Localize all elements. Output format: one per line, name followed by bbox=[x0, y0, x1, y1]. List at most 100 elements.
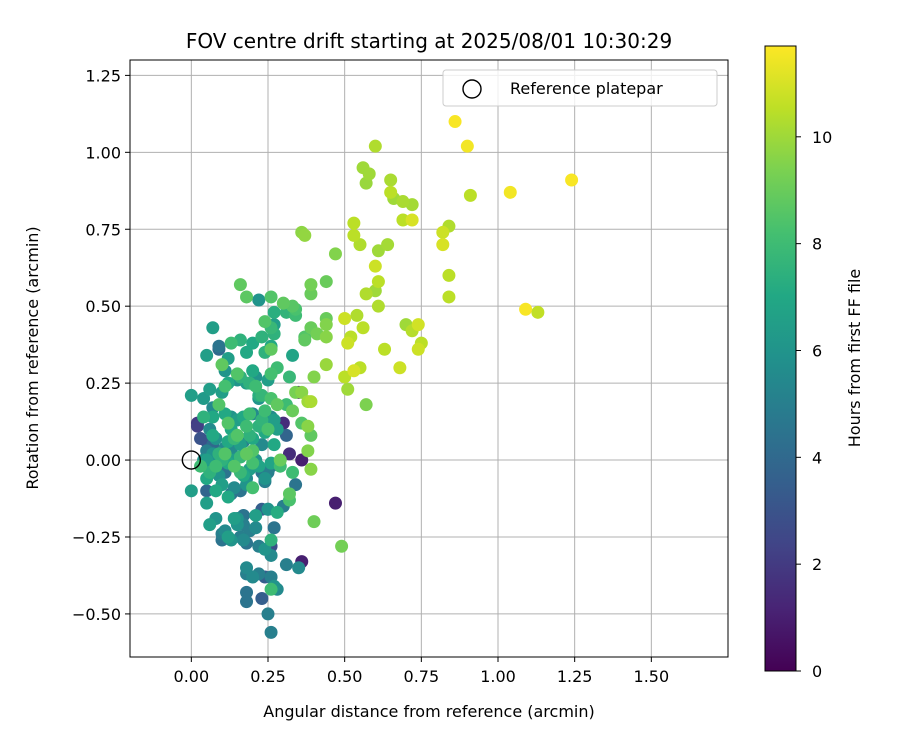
data-point bbox=[227, 512, 241, 526]
data-point bbox=[206, 428, 220, 442]
data-point bbox=[240, 561, 254, 575]
data-point bbox=[295, 385, 309, 399]
y-tick-label: 0.00 bbox=[85, 451, 121, 470]
reference-marker-group bbox=[181, 450, 202, 470]
data-point bbox=[304, 287, 318, 301]
data-point bbox=[258, 404, 272, 418]
data-point bbox=[203, 382, 217, 396]
x-tick-label: 0.75 bbox=[404, 667, 440, 686]
data-point bbox=[206, 410, 220, 424]
data-point bbox=[221, 490, 235, 504]
y-tick-label: 0.50 bbox=[85, 297, 121, 316]
data-point bbox=[184, 484, 198, 498]
data-point bbox=[304, 278, 318, 292]
x-axis-label: Angular distance from reference (arcmin) bbox=[263, 702, 594, 721]
data-point bbox=[264, 290, 278, 304]
data-point bbox=[212, 339, 226, 353]
data-point bbox=[249, 379, 263, 393]
data-point bbox=[371, 244, 385, 258]
data-point bbox=[347, 216, 361, 230]
data-point bbox=[436, 238, 450, 252]
y-tick-label: 0.25 bbox=[85, 374, 121, 393]
data-point bbox=[227, 481, 241, 495]
data-point bbox=[194, 459, 208, 473]
data-point bbox=[359, 287, 373, 301]
data-point bbox=[279, 428, 293, 442]
data-point bbox=[292, 561, 306, 575]
data-point bbox=[240, 419, 254, 433]
data-point bbox=[258, 542, 272, 556]
x-tick-label: 0.50 bbox=[327, 667, 363, 686]
data-point bbox=[304, 395, 318, 409]
data-point bbox=[258, 315, 272, 329]
data-point bbox=[319, 275, 333, 289]
legend-entry-reference: Reference platepar bbox=[510, 79, 663, 98]
data-point bbox=[347, 364, 361, 378]
data-point bbox=[341, 382, 355, 396]
data-point bbox=[295, 453, 309, 467]
x-tick-label: 1.00 bbox=[480, 667, 516, 686]
data-point bbox=[264, 342, 278, 356]
data-point bbox=[246, 364, 260, 378]
data-point bbox=[264, 582, 278, 596]
data-point bbox=[258, 472, 272, 486]
data-point bbox=[362, 167, 376, 181]
data-point bbox=[273, 453, 287, 467]
data-point bbox=[298, 333, 312, 347]
data-point bbox=[286, 465, 300, 479]
data-point bbox=[463, 188, 477, 202]
data-point bbox=[270, 505, 284, 519]
data-point bbox=[436, 225, 450, 239]
reference-platepar-marker bbox=[181, 450, 202, 470]
y-tick-label: −0.25 bbox=[72, 528, 121, 547]
plot-frame bbox=[129, 59, 729, 658]
data-point bbox=[264, 533, 278, 547]
colorbar-tick-label: 4 bbox=[812, 448, 822, 467]
data-point bbox=[227, 459, 241, 473]
data-point bbox=[289, 478, 303, 492]
data-point bbox=[378, 342, 392, 356]
chart-title: FOV centre drift starting at 2025/08/01 … bbox=[186, 29, 672, 53]
data-point bbox=[405, 213, 419, 227]
x-tick-label: 0.25 bbox=[250, 667, 286, 686]
data-point bbox=[252, 293, 266, 307]
data-point bbox=[249, 521, 263, 535]
y-ticks: −0.50 −0.25 0.00 0.25 0.50 0.75 1.00 1.25 bbox=[72, 66, 130, 624]
data-point bbox=[384, 173, 398, 187]
data-point bbox=[200, 348, 214, 362]
data-point bbox=[270, 398, 284, 412]
data-point bbox=[233, 278, 247, 292]
data-point bbox=[194, 432, 208, 446]
y-tick-label: −0.50 bbox=[72, 605, 121, 624]
data-point bbox=[270, 422, 284, 436]
data-point bbox=[286, 404, 300, 418]
data-point bbox=[279, 558, 293, 572]
data-point bbox=[338, 311, 352, 325]
data-point bbox=[230, 428, 244, 442]
data-point bbox=[359, 398, 373, 412]
data-point bbox=[282, 447, 296, 461]
data-point bbox=[240, 345, 254, 359]
data-point bbox=[442, 268, 456, 282]
data-point bbox=[371, 299, 385, 313]
data-point bbox=[246, 570, 260, 584]
data-point bbox=[267, 438, 281, 452]
data-point bbox=[255, 438, 269, 452]
data-point bbox=[221, 530, 235, 544]
data-point bbox=[240, 290, 254, 304]
colorbar: 0 2 4 6 8 10 Hours from first FF file bbox=[764, 45, 864, 681]
data-point bbox=[282, 487, 296, 501]
data-point bbox=[381, 238, 395, 252]
data-point bbox=[246, 336, 260, 350]
data-point bbox=[267, 521, 281, 535]
data-point bbox=[282, 370, 296, 384]
data-point bbox=[319, 318, 333, 332]
data-point bbox=[218, 447, 232, 461]
data-point bbox=[307, 370, 321, 384]
colorbar-label: Hours from first FF file bbox=[845, 269, 864, 448]
data-point bbox=[519, 302, 533, 316]
data-point bbox=[353, 238, 367, 252]
data-point bbox=[371, 275, 385, 289]
